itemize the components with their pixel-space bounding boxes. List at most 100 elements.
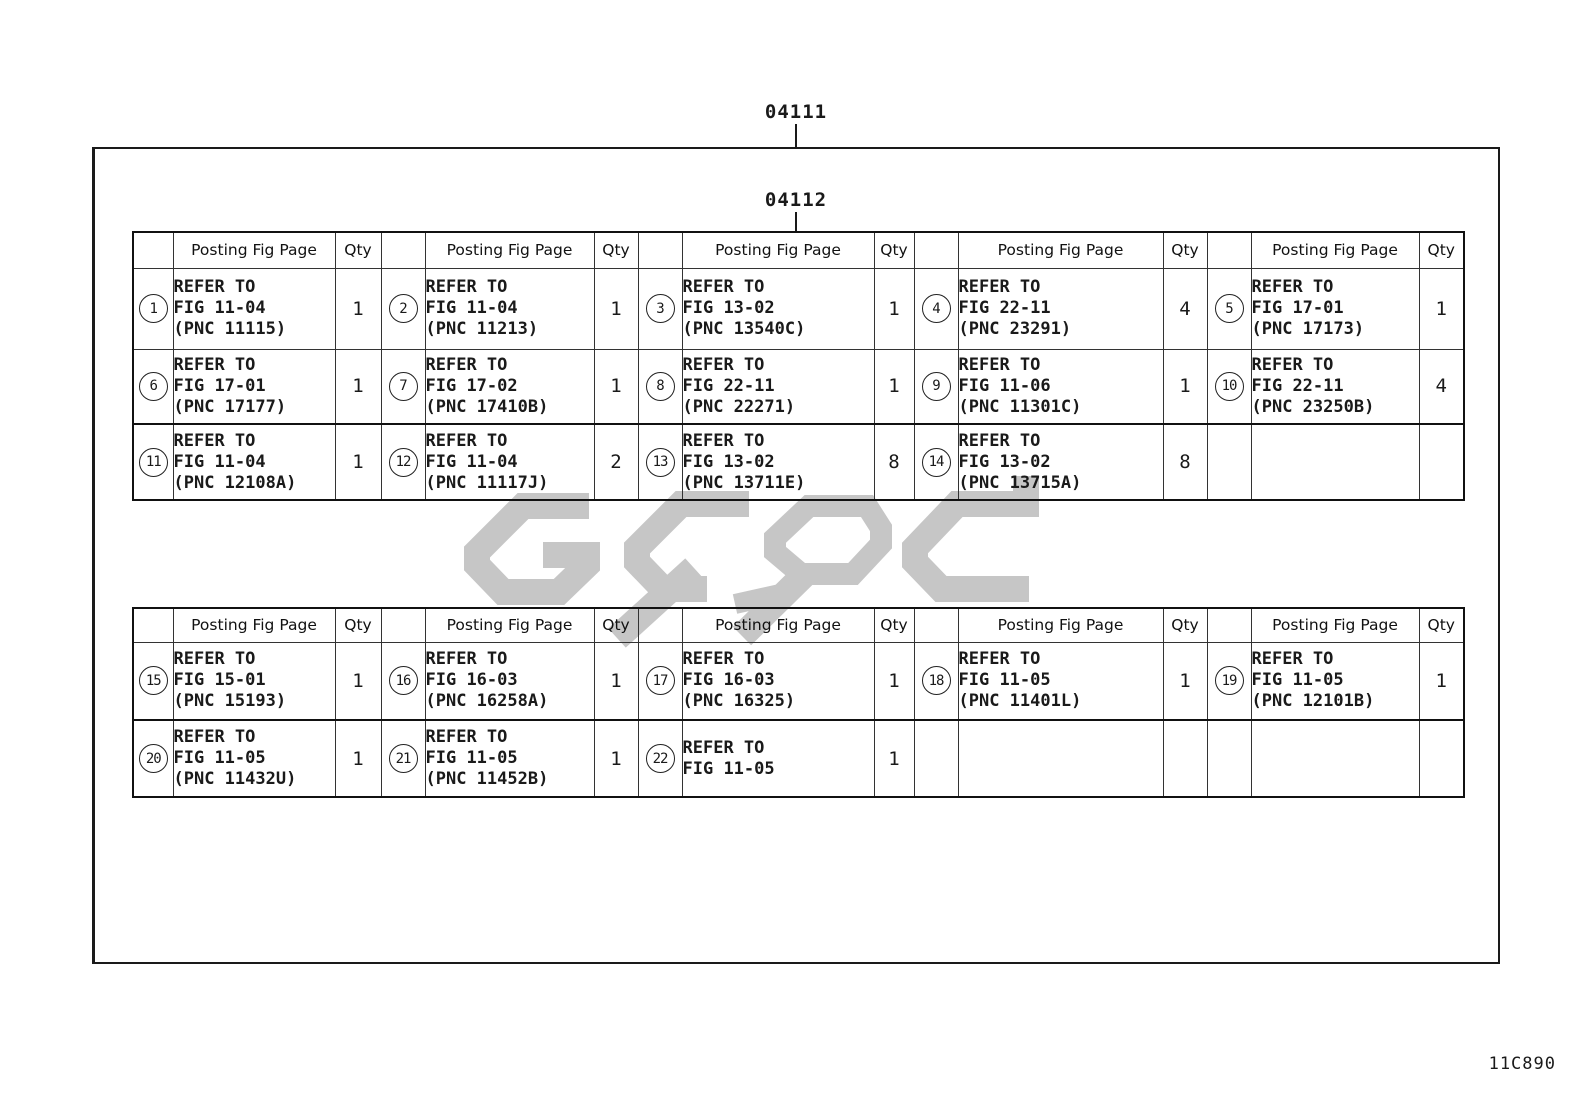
callout-cell: 11 [132, 423, 174, 501]
callout-cell: 7 [380, 348, 426, 425]
empty-cell [1418, 719, 1465, 798]
fig-line: FIG 11-05 [958, 670, 1051, 691]
fig-line: FIG 22-11 [958, 298, 1051, 318]
qty-header: Qty [1162, 607, 1208, 643]
posting-table-upper: Posting Fig Page Qty Posting Fig Page Qt… [132, 231, 1465, 501]
qty-cell: 1 [593, 267, 639, 350]
fig-line: FIG 11-05 [1251, 670, 1344, 691]
callout-cell: 8 [637, 348, 683, 425]
fig-ref-cell: REFER TO FIG 11-04 (PNC 11117J) [424, 423, 595, 501]
num-header [913, 231, 959, 269]
fig-line: FIG 17-01 [1251, 298, 1344, 318]
pnc-line: (PNC 12108A) [173, 472, 297, 493]
drawing-frame [92, 147, 1500, 964]
pnc-line: (PNC 13711E) [682, 472, 806, 493]
pnc-line: (PNC 13540C) [682, 319, 806, 339]
callout-number: 15 [138, 666, 168, 696]
callout-number: 17 [645, 666, 675, 696]
refer-to-line: REFER TO [682, 354, 765, 375]
qty-header: Qty [1418, 231, 1465, 269]
pnc-line: (PNC 13715A) [958, 472, 1082, 493]
qty-header: Qty [873, 231, 915, 269]
posting-header: Posting Fig Page [172, 231, 336, 269]
refer-to-line: REFER TO [958, 430, 1041, 451]
callout-cell: 13 [637, 423, 683, 501]
callout-number: 10 [1214, 371, 1244, 401]
fig-ref-cell: REFER TO FIG 11-05 (PNC 11452B) [424, 719, 595, 798]
num-header [132, 607, 174, 643]
fig-ref-cell: REFER TO FIG 11-04 (PNC 11213) [424, 267, 595, 350]
qty-cell: 4 [1162, 267, 1208, 350]
posting-header: Posting Fig Page [1250, 607, 1420, 643]
posting-header: Posting Fig Page [957, 231, 1164, 269]
pnc-line: (PNC 16258A) [425, 691, 549, 712]
callout-number: 3 [645, 294, 675, 323]
fig-ref-cell: REFER TO FIG 11-04 (PNC 12108A) [172, 423, 336, 501]
pnc-line: (PNC 11213) [425, 319, 539, 339]
refer-to-line: REFER TO [425, 649, 508, 670]
refer-to-line: REFER TO [682, 649, 765, 670]
qty-cell: 8 [1162, 423, 1208, 501]
pnc-line: (PNC 17177) [173, 396, 287, 417]
posting-table-lower: Posting Fig Page Qty Posting Fig Page Qt… [132, 607, 1465, 798]
fig-line: FIG 11-05 [682, 758, 775, 779]
num-header [380, 607, 426, 643]
pnc-line: (PNC 15193) [173, 691, 287, 712]
empty-cell [1206, 423, 1252, 501]
callout-cell: 20 [132, 719, 174, 798]
pnc-line: (PNC 17410B) [425, 396, 549, 417]
doc-code: 11C890 [1488, 1054, 1556, 1074]
refer-to-line: REFER TO [1251, 277, 1334, 297]
qty-header: Qty [334, 607, 382, 643]
callout-cell: 1 [132, 267, 174, 350]
fig-ref-cell: REFER TO FIG 11-05 (PNC 11432U) [172, 719, 336, 798]
refer-to-line: REFER TO [682, 737, 765, 758]
num-header [380, 231, 426, 269]
callout-cell: 10 [1206, 348, 1252, 425]
fig-ref-cell: REFER TO FIG 17-02 (PNC 17410B) [424, 348, 595, 425]
callout-number: 6 [138, 371, 168, 401]
posting-header: Posting Fig Page [424, 607, 595, 643]
callout-cell: 2 [380, 267, 426, 350]
empty-cell [1418, 423, 1465, 501]
fig-line: FIG 11-04 [425, 298, 518, 318]
fig-line: FIG 22-11 [682, 375, 775, 396]
header-row: Posting Fig Page Qty Posting Fig Page Qt… [132, 607, 1465, 643]
qty-cell: 4 [1418, 348, 1465, 425]
callout-cell: 12 [380, 423, 426, 501]
refer-to-line: REFER TO [1251, 354, 1334, 375]
fig-ref-cell: REFER TO FIG 16-03 (PNC 16325) [681, 641, 875, 721]
pnc-line: (PNC 11301C) [958, 396, 1082, 417]
empty-cell [957, 719, 1164, 798]
fig-ref-cell: REFER TO FIG 17-01 (PNC 17177) [172, 348, 336, 425]
pnc-line: (PNC 11432U) [173, 769, 297, 789]
refer-to-line: REFER TO [682, 277, 765, 297]
callout-number: 16 [388, 666, 418, 696]
posting-header: Posting Fig Page [681, 607, 875, 643]
qty-header: Qty [1162, 231, 1208, 269]
fig-ref-cell: REFER TO FIG 16-03 (PNC 16258A) [424, 641, 595, 721]
qty-cell: 1 [334, 641, 382, 721]
num-header [913, 607, 959, 643]
qty-cell: 1 [334, 348, 382, 425]
pnc-line: (PNC 11117J) [425, 472, 549, 493]
posting-header: Posting Fig Page [681, 231, 875, 269]
fig-ref-cell: REFER TO FIG 22-11 (PNC 23250B) [1250, 348, 1420, 425]
fig-ref-cell: REFER TO FIG 22-11 (PNC 22271) [681, 348, 875, 425]
fig-ref-cell: REFER TO FIG 13-02 (PNC 13711E) [681, 423, 875, 501]
qty-cell: 1 [334, 423, 382, 501]
qty-cell: 1 [873, 719, 915, 798]
num-header [1206, 231, 1252, 269]
table-row: 11 REFER TO FIG 11-04 (PNC 12108A) 1 12 RE… [132, 423, 1465, 501]
qty-header: Qty [334, 231, 382, 269]
callout-cell: 9 [913, 348, 959, 425]
qty-header: Qty [1418, 607, 1465, 643]
table-row: 15 REFER TO FIG 15-01 (PNC 15193) 1 16 REF… [132, 641, 1465, 721]
callout-number: 8 [645, 371, 675, 401]
refer-to-line: REFER TO [682, 430, 765, 451]
part-number-04112: 04112 [764, 189, 828, 211]
fig-line: FIG 15-01 [173, 670, 266, 691]
callout-number: 19 [1214, 666, 1244, 696]
empty-cell [1250, 423, 1420, 501]
